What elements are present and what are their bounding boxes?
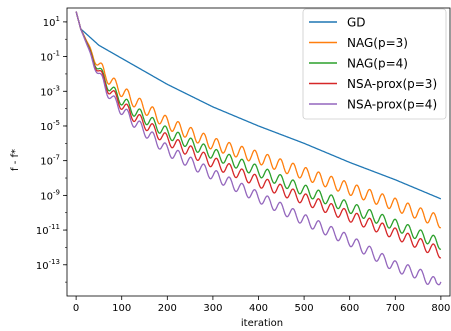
- legend-label: NSA-prox(p=3): [347, 77, 437, 91]
- series-line: [75, 11, 442, 250]
- x-axis-label: iteration: [241, 318, 283, 329]
- y-tick-label: 101: [43, 15, 60, 29]
- x-tick-label: 500: [295, 303, 314, 314]
- x-tick-label: 300: [203, 303, 222, 314]
- series-line: [75, 11, 442, 200]
- y-tick-label: 10-13: [36, 258, 60, 272]
- y-tick-label: 10-9: [40, 188, 60, 202]
- y-tick-label: 10-7: [40, 154, 60, 168]
- plot-lines: [75, 11, 442, 286]
- y-tick-label: 10-5: [40, 119, 60, 133]
- x-tick-label: 200: [158, 303, 177, 314]
- legend: GD NAG(p=3) NAG(p=4) NSA-prox(p=3) NSA-prox(…: [302, 8, 447, 120]
- x-axis: 0 100 200 300 400 500 600 700 800: [73, 296, 450, 314]
- y-tick-label: 10-3: [40, 84, 60, 98]
- x-tick-label: 100: [112, 303, 131, 314]
- legend-label: GD: [347, 16, 366, 30]
- x-tick-label: 600: [340, 303, 359, 314]
- x-tick-label: 0: [73, 303, 79, 314]
- series-line: [75, 11, 442, 259]
- x-tick-label: 700: [386, 303, 405, 314]
- series-line: [75, 11, 442, 229]
- x-tick-label: 400: [249, 303, 268, 314]
- y-tick-label: 10-11: [36, 223, 60, 237]
- y-axis-label: f - f*: [10, 149, 21, 171]
- y-tick-label: 10-1: [40, 50, 60, 64]
- series-line: [75, 11, 442, 286]
- legend-label: NAG(p=4): [347, 57, 408, 71]
- legend-label: NAG(p=3): [347, 36, 408, 50]
- y-axis: 101 10-1 10-3 10-5 10-7 10-9 10-11 10-13: [36, 15, 67, 283]
- legend-label: NSA-prox(p=4): [347, 98, 437, 112]
- legend-box: [302, 8, 447, 120]
- x-tick-label: 800: [431, 303, 450, 314]
